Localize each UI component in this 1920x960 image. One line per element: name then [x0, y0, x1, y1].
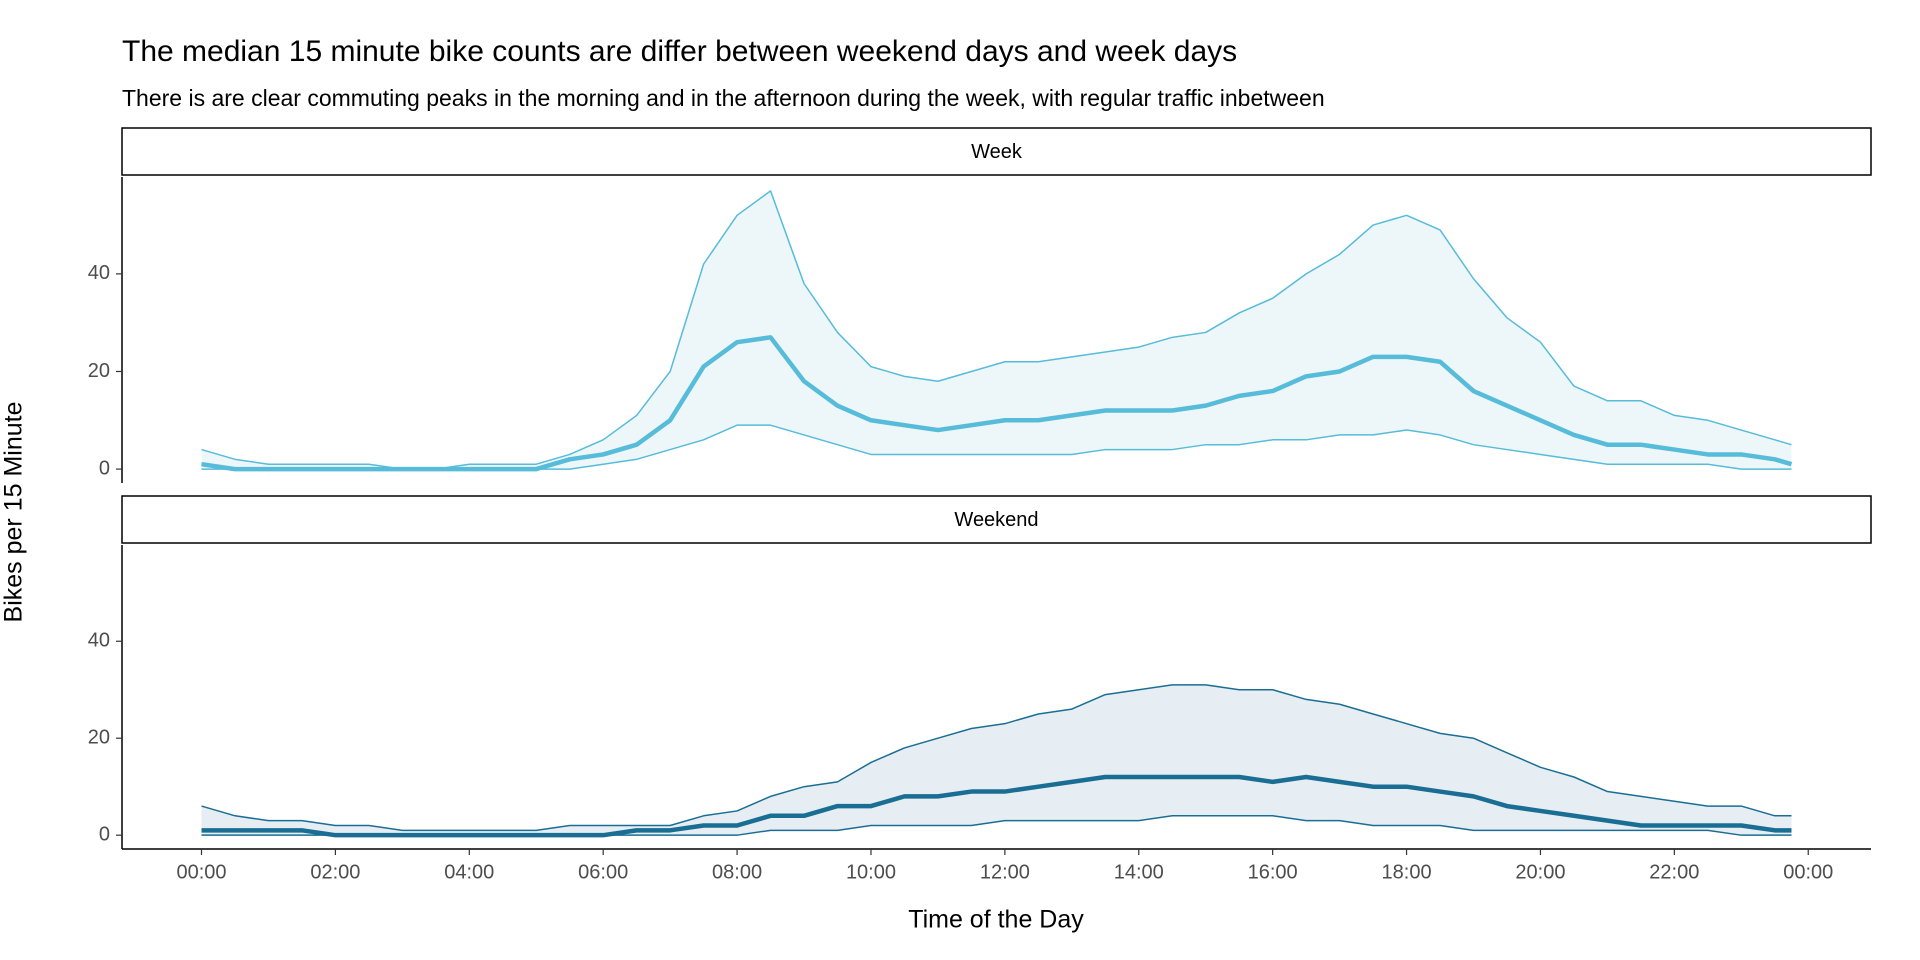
upper-line	[201, 684, 1792, 832]
y-tick-label: 40	[88, 262, 110, 284]
x-tick-label: 00:00	[1783, 861, 1833, 883]
x-tick-label: 10:00	[846, 861, 896, 883]
y-tick-label: 20	[88, 360, 110, 382]
x-tick-label: 12:00	[980, 861, 1030, 883]
y-axis-title: Bikes per 15 Minute	[0, 402, 28, 623]
x-axis-title: Time of the Day	[908, 906, 1084, 934]
x-tick-label: 00:00	[176, 861, 226, 883]
x-tick-label: 04:00	[444, 861, 494, 883]
median-line	[201, 335, 1793, 472]
x-tick-label: 08:00	[712, 861, 762, 883]
facet-label: Week	[971, 141, 1023, 163]
x-tick-label: 22:00	[1649, 861, 1699, 883]
x-tick-label: 14:00	[1114, 861, 1164, 883]
facet-strip	[121, 495, 1872, 544]
x-tick-label: 06:00	[578, 861, 628, 883]
x-tick-label: 02:00	[310, 861, 360, 883]
x-tick-label: 20:00	[1515, 861, 1565, 883]
y-tick-label: 0	[99, 823, 110, 845]
median-line	[201, 774, 1792, 838]
upper-line	[201, 190, 1792, 470]
x-tick-label: 18:00	[1382, 861, 1432, 883]
chart-subtitle: There is are clear commuting peaks in th…	[122, 85, 1325, 111]
facet-strip	[121, 127, 1872, 176]
facet-label: Weekend	[954, 509, 1038, 531]
x-tick-label: 16:00	[1248, 861, 1298, 883]
ribbon-area	[201, 684, 1792, 836]
chart-title: The median 15 minute bike counts are dif…	[122, 35, 1237, 68]
y-tick-label: 0	[99, 457, 110, 479]
y-tick-label: 40	[88, 630, 110, 652]
ribbon-area	[201, 190, 1792, 470]
y-tick-label: 20	[88, 726, 110, 748]
